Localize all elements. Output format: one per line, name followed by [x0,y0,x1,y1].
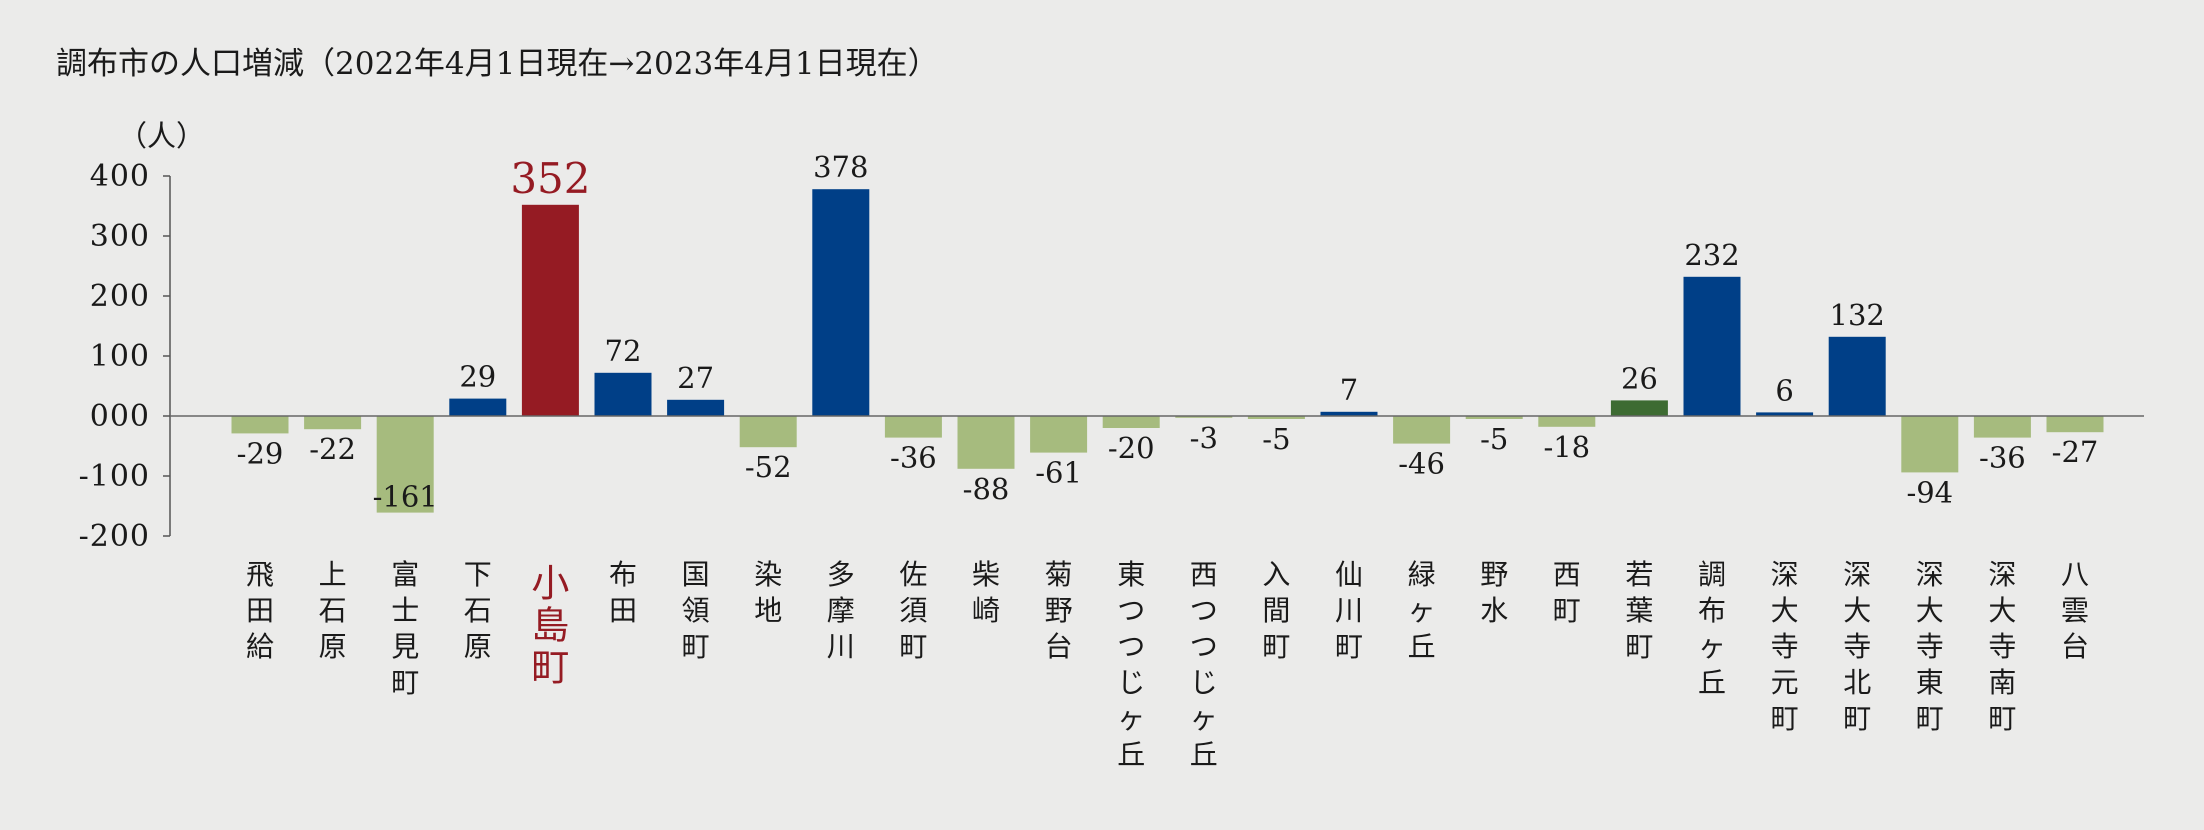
category-label: 調布ヶ丘 [1698,558,1726,699]
category-label: 入間町 [1262,558,1290,663]
bar [1102,416,1160,428]
value-label: 6 [1775,373,1793,407]
bar [884,416,942,438]
value-label: -29 [237,436,284,470]
y-tick-label: 200 [90,279,150,314]
y-tick-label: 400 [90,159,150,194]
category-label: 上石原 [319,558,347,663]
category-label: 柴崎 [972,558,1000,627]
bar [1030,416,1088,453]
category-label: 下石原 [464,558,492,663]
category-label: 多摩川 [827,558,855,663]
value-labels: -29 -22 -161 29 352 72 27 -52 378 -36 -88 -61 -20 -3 -… [237,150,2099,513]
value-label: 378 [813,150,868,184]
value-label: 29 [459,360,496,394]
bar [1756,412,1814,416]
category-label: 緑ヶ丘 [1408,558,1436,663]
y-tick-label: -100 [79,459,150,494]
y-tick-label: -200 [79,519,150,554]
category-label: 深大寺元町 [1771,558,1799,735]
bar [2046,416,2104,433]
bars [231,189,2104,513]
bar [594,372,652,416]
y-tick-label: 300 [90,219,150,254]
value-label: -94 [1906,475,1953,509]
value-label: -161 [373,480,438,514]
category-label: 西つつじヶ丘 [1190,558,1218,771]
category-label: 国領町 [682,558,710,663]
bar [449,398,507,416]
value-label: -22 [309,432,356,466]
category-labels: 飛田給 上石原 富士見町 下石原 小島町 布田 国領町 染地 多摩川 佐須町 柴崎 菊野台 東つつじヶ丘… [246,558,2089,771]
value-label: -61 [1035,456,1082,490]
y-tick-label: 000 [90,399,150,434]
bar [1683,276,1741,416]
category-label: 染地 [754,558,782,627]
bar [1320,411,1378,416]
category-label: 布田 [609,558,637,627]
bar [521,204,579,416]
y-axis-unit-label: （人） [118,119,205,153]
bar [376,416,434,513]
y-axis-ticks: 400 300 200 100 000 -100 -200 [79,159,170,554]
value-label: 7 [1340,373,1358,407]
value-label: 132 [1830,298,1885,332]
value-label: 27 [677,361,714,395]
chart-title: 調布市の人口増減（2022年4月1日現在→2023年4月1日現在） [56,46,939,82]
value-label: -36 [890,441,937,475]
value-label: 352 [510,154,590,203]
bar [231,416,289,434]
bar [1175,416,1233,418]
value-label: -36 [1979,441,2026,475]
value-label: -20 [1108,431,1155,465]
category-label: 佐須町 [899,558,927,663]
value-label: -5 [1480,422,1508,456]
value-label: 232 [1684,238,1739,272]
bar [304,416,362,430]
value-label: -27 [2052,435,2099,469]
category-label: 野水 [1480,558,1508,627]
y-tick-label: 100 [90,339,150,374]
category-label: 西町 [1553,558,1581,627]
bar [667,399,725,416]
category-label: 深大寺東町 [1916,558,1944,735]
category-label: 仙川町 [1335,558,1363,663]
category-label: 菊野台 [1045,558,1073,663]
bar [812,189,870,416]
category-label: 小島町 [531,561,569,689]
bar [1393,416,1451,444]
category-label: 富士見町 [391,558,419,699]
value-label: 26 [1621,361,1658,395]
category-label: 東つつじヶ丘 [1117,558,1145,771]
value-label: 72 [605,334,642,368]
bar [1610,400,1668,416]
bar [1973,416,2031,438]
value-label: -46 [1398,447,1445,481]
category-label: 深大寺北町 [1843,558,1871,735]
bar [1901,416,1959,473]
value-label: -88 [963,472,1010,506]
bar [1247,416,1305,419]
bar [1828,336,1886,416]
category-label: 八雲台 [2061,558,2089,663]
value-label: -3 [1190,421,1218,455]
value-label: -52 [745,450,792,484]
bar [739,416,797,448]
category-label: 若葉町 [1625,558,1653,663]
category-label: 飛田給 [246,558,274,663]
value-label: -18 [1543,430,1590,464]
value-label: -5 [1262,422,1290,456]
bar [1465,416,1523,419]
bar [1538,416,1596,427]
bar [957,416,1015,469]
category-label: 深大寺南町 [1988,558,2016,735]
